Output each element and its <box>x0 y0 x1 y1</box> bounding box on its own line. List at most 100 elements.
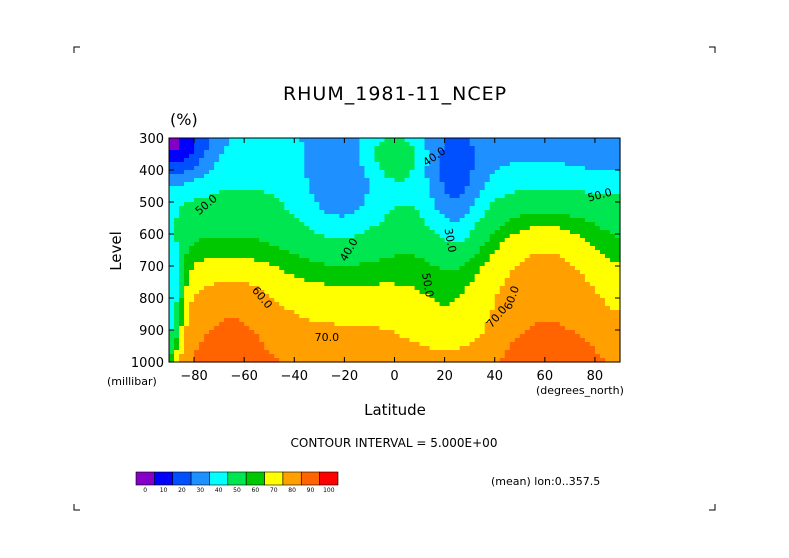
field-cell <box>229 202 235 207</box>
field-cell <box>409 294 416 299</box>
field-cell <box>389 170 396 175</box>
field-cell <box>404 218 411 223</box>
field-cell <box>374 262 381 267</box>
field-cell <box>444 346 451 351</box>
field-cell <box>609 138 616 143</box>
field-cell <box>389 178 396 183</box>
field-cell <box>549 270 556 275</box>
field-cell <box>299 226 305 231</box>
field-cell <box>219 158 225 163</box>
field-cell <box>329 178 335 183</box>
field-cell <box>544 326 551 331</box>
field-cell <box>584 186 591 191</box>
field-cell <box>464 294 471 299</box>
field-cell <box>349 242 356 247</box>
field-cell <box>174 334 180 339</box>
field-cell <box>474 350 481 355</box>
field-cell <box>304 342 310 347</box>
field-cell <box>279 318 285 323</box>
field-cell <box>199 334 205 339</box>
field-cell <box>499 338 506 343</box>
field-cell <box>289 154 295 159</box>
field-cell <box>239 186 245 191</box>
field-cell <box>334 146 340 151</box>
field-cell <box>249 274 255 279</box>
field-cell <box>204 330 210 335</box>
field-cell <box>394 326 401 331</box>
field-cell <box>189 266 195 271</box>
field-cell <box>584 230 591 235</box>
field-cell <box>574 274 581 279</box>
field-cell <box>234 270 240 275</box>
field-cell <box>299 174 305 179</box>
field-cell <box>179 334 185 339</box>
field-cell <box>534 330 541 335</box>
field-cell <box>579 138 586 143</box>
field-cell <box>339 194 345 199</box>
field-cell <box>454 254 461 259</box>
field-cell <box>369 250 376 255</box>
field-cell <box>549 214 556 219</box>
field-cell <box>289 238 295 243</box>
field-cell <box>534 150 541 155</box>
field-cell <box>179 166 185 171</box>
field-cell <box>339 210 345 215</box>
field-cell <box>429 158 436 163</box>
field-cell <box>314 234 320 239</box>
field-cell <box>219 230 225 235</box>
field-cell <box>304 274 310 279</box>
field-cell <box>369 234 376 239</box>
field-cell <box>329 270 335 275</box>
field-cell <box>449 326 456 331</box>
field-cell <box>474 182 481 187</box>
field-cell <box>389 354 396 359</box>
field-cell <box>469 350 476 355</box>
field-cell <box>399 246 406 251</box>
field-cell <box>534 170 541 175</box>
field-cell <box>234 342 240 347</box>
field-cell <box>574 182 581 187</box>
field-cell <box>329 322 335 327</box>
field-cell <box>324 238 330 243</box>
field-cell <box>199 262 205 267</box>
field-cell <box>564 298 571 303</box>
field-cell <box>549 282 556 287</box>
field-cell <box>449 294 456 299</box>
field-cell <box>414 258 421 263</box>
field-cell <box>389 306 396 311</box>
field-cell <box>299 270 305 275</box>
field-cell <box>294 162 300 167</box>
field-cell <box>609 222 616 227</box>
field-cell <box>214 198 220 203</box>
field-cell <box>509 242 516 247</box>
field-cell <box>574 310 581 315</box>
field-cell <box>529 202 536 207</box>
field-cell <box>554 238 561 243</box>
field-cell <box>534 290 541 295</box>
field-cell <box>389 274 396 279</box>
field-cell <box>254 294 260 299</box>
field-cell <box>609 322 616 327</box>
field-cell <box>184 254 190 259</box>
field-cell <box>279 314 285 319</box>
field-cell <box>234 358 240 363</box>
field-cell <box>564 154 571 159</box>
field-cell <box>444 206 451 211</box>
field-cell <box>544 294 551 299</box>
field-cell <box>229 190 235 195</box>
field-cell <box>569 246 576 251</box>
field-cell <box>254 158 260 163</box>
field-cell <box>354 322 361 327</box>
field-cell <box>454 334 461 339</box>
field-cell <box>574 346 581 351</box>
field-cell <box>509 346 516 351</box>
field-cell <box>264 314 270 319</box>
field-cell <box>599 174 606 179</box>
field-cell <box>414 210 421 215</box>
field-cell <box>544 338 551 343</box>
field-cell <box>409 138 416 143</box>
field-cell <box>219 334 225 339</box>
field-cell <box>564 242 571 247</box>
field-cell <box>279 178 285 183</box>
field-cell <box>239 222 245 227</box>
